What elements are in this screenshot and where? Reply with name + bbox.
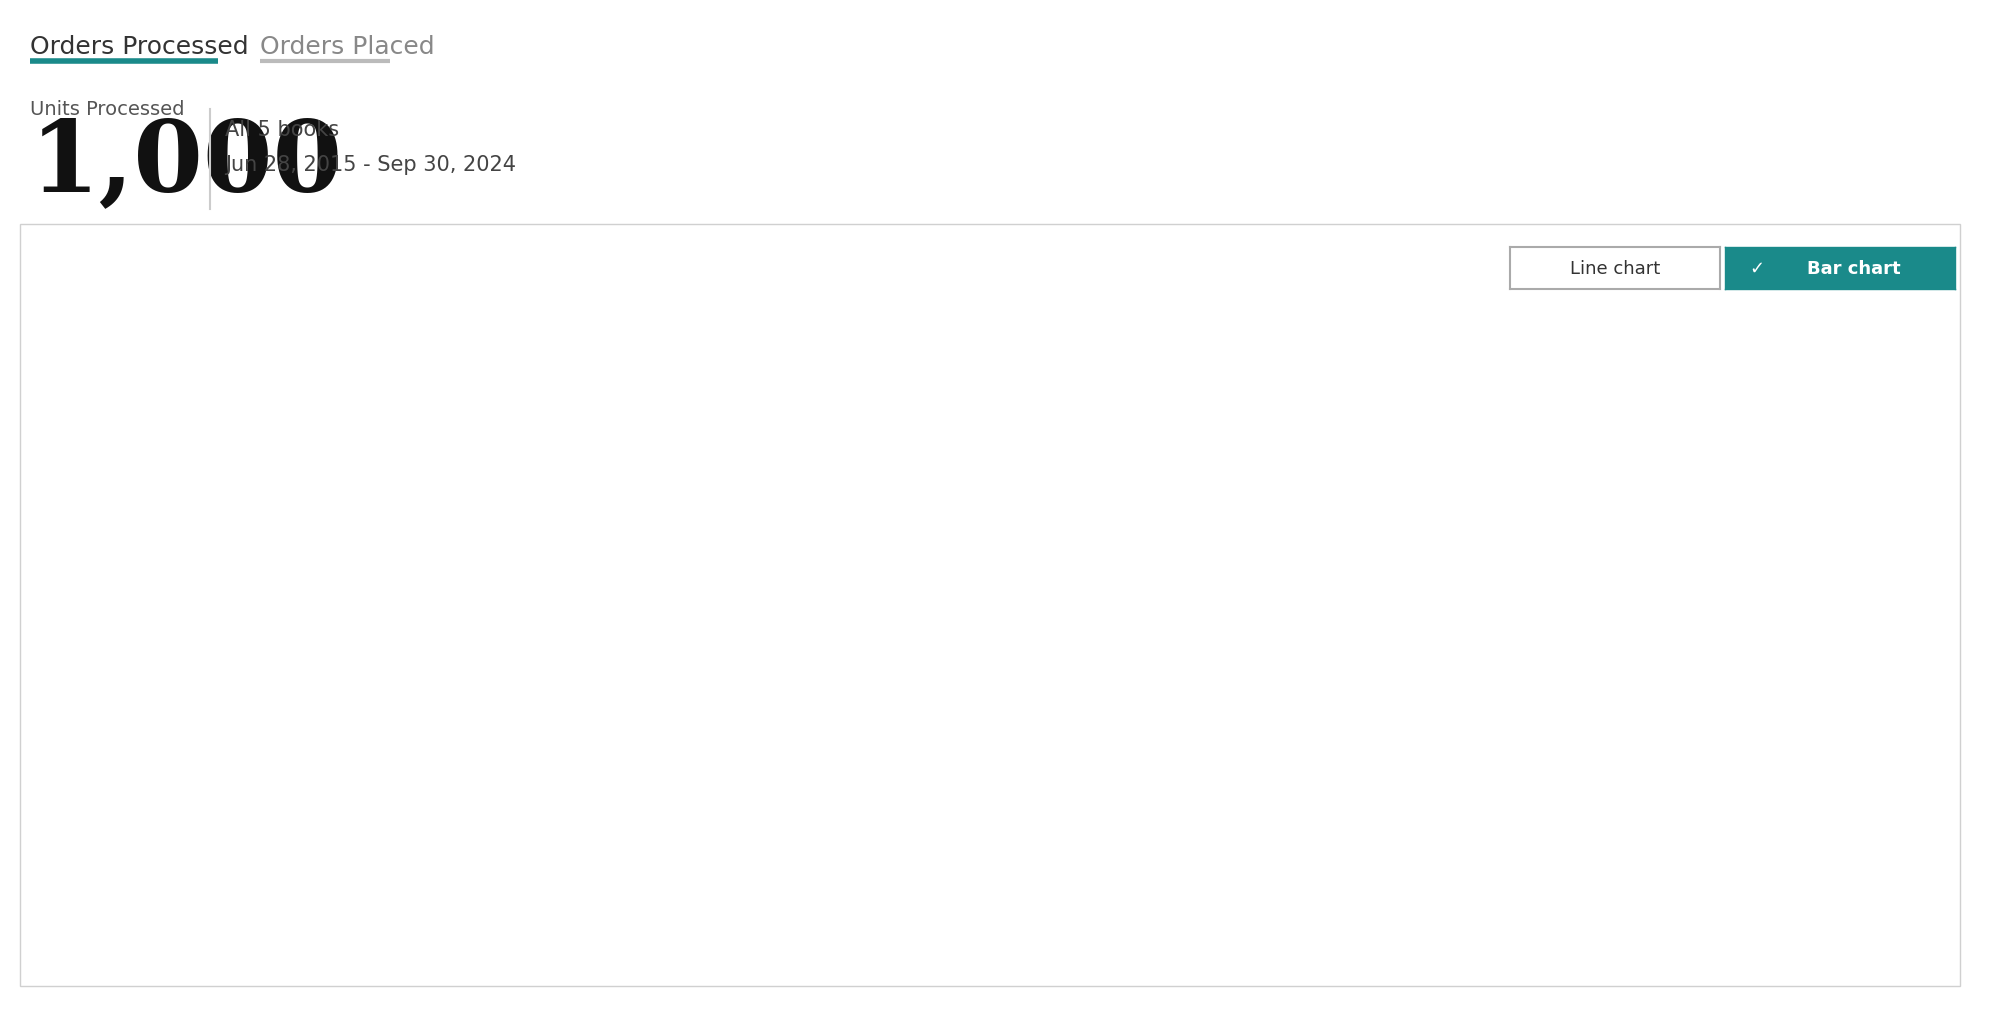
- Bar: [1604, 724, 1684, 787]
- Text: All 5 books: All 5 books: [224, 120, 340, 140]
- Bar: [1780, 834, 1858, 887]
- Text: 1,000: 1,000: [30, 115, 344, 211]
- FancyBboxPatch shape: [20, 224, 1960, 986]
- Text: Jun 28, 2015 - Sep 30, 2024: Jun 28, 2015 - Sep 30, 2024: [224, 155, 516, 175]
- Bar: [1604, 716, 1684, 724]
- Text: Orders Placed: Orders Placed: [260, 35, 434, 59]
- Bar: [1430, 720, 1510, 941]
- Text: Orders Processed: Orders Processed: [30, 35, 248, 59]
- Text: Line chart: Line chart: [1570, 260, 1660, 278]
- Y-axis label: Units: Units: [68, 591, 86, 634]
- Text: Bar chart: Bar chart: [1806, 260, 1900, 278]
- Bar: [1780, 827, 1858, 834]
- Bar: [1430, 706, 1510, 713]
- Bar: [1256, 938, 1336, 941]
- Bar: [1780, 823, 1858, 827]
- Bar: [1430, 695, 1510, 700]
- Text: Units Processed: Units Processed: [30, 100, 184, 119]
- Bar: [1604, 710, 1684, 716]
- Bar: [1604, 787, 1684, 941]
- Bar: [1780, 887, 1858, 941]
- Text: ✓: ✓: [1750, 260, 1764, 278]
- Bar: [1430, 700, 1510, 706]
- Bar: [1430, 713, 1510, 720]
- Bar: [1780, 820, 1858, 823]
- Bar: [1604, 706, 1684, 710]
